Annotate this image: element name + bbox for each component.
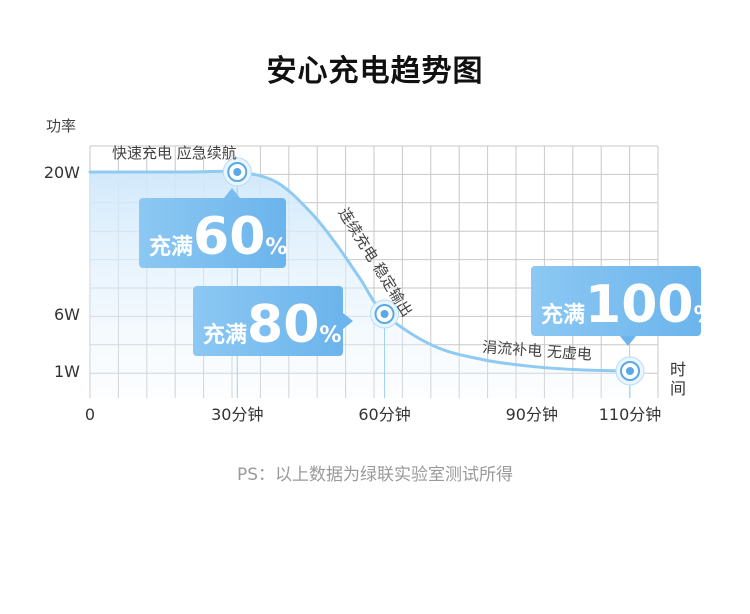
- bubble-box: [193, 286, 343, 356]
- bubble-prefix: 充满: [541, 302, 585, 328]
- bubble-tail: [343, 313, 353, 329]
- percent-bubble: 充满100%: [531, 266, 716, 346]
- marker-point: [233, 168, 242, 176]
- phase-annotation: 涓流补电 无虚电: [482, 338, 593, 364]
- y-tick-label: 1W: [54, 362, 80, 381]
- x-tick-label: 90分钟: [506, 405, 558, 424]
- bubble-prefix: 充满: [203, 322, 247, 348]
- bubble-prefix: 充满: [149, 234, 193, 260]
- bubble-text: 充满80%: [203, 295, 341, 355]
- x-tick-label: 60分钟: [358, 405, 410, 424]
- bubble-tail: [224, 188, 240, 198]
- marker-point: [380, 310, 389, 318]
- bubble-tail: [620, 336, 636, 346]
- chart-title: 安心充电趋势图: [266, 54, 484, 89]
- bubble-unit: %: [319, 323, 341, 348]
- bubble-text: 充满60%: [149, 207, 287, 267]
- bubble-unit: %: [694, 303, 716, 328]
- x-tick-label: 110分钟: [599, 405, 662, 424]
- bubble-value: 100: [585, 275, 694, 335]
- bubble-box: [531, 266, 701, 336]
- x-tick-label: 30分钟: [211, 405, 263, 424]
- phase-annotation: 快速充电 应急续航: [112, 144, 237, 162]
- bubble-box: [139, 198, 286, 268]
- percent-bubble: 充满60%: [139, 188, 287, 268]
- y-tick-label: 6W: [54, 305, 80, 324]
- x-axis-label-part: 间: [670, 379, 686, 398]
- bubble-value: 80: [247, 295, 319, 355]
- y-tick-label: 20W: [44, 163, 80, 182]
- x-tick-label: 0: [85, 405, 95, 424]
- bubble-text: 充满100%: [541, 275, 716, 335]
- percent-bubble: 充满80%: [193, 286, 353, 356]
- x-axis-label-part: 时: [670, 360, 686, 379]
- bubble-value: 60: [193, 207, 265, 267]
- bubble-unit: %: [265, 235, 287, 260]
- marker-point: [626, 367, 634, 375]
- test-note: PS：以上数据为绿联实验室测试所得: [236, 465, 514, 485]
- y-axis-label: 功率: [46, 117, 76, 135]
